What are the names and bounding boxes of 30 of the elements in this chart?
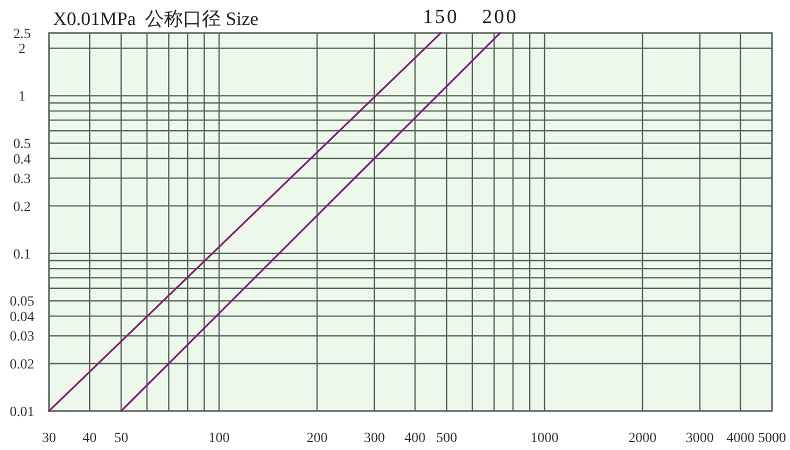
series-label: 150 xyxy=(422,6,459,28)
x-tick-label: 4000 xyxy=(726,431,754,446)
y-axis-title: X0.01MPa xyxy=(53,9,136,30)
x-tick-label: 300 xyxy=(364,431,385,446)
y-tick-label: 0.05 xyxy=(10,294,34,310)
y-tick-label: 2 xyxy=(18,42,26,58)
y-tick-label: 0.04 xyxy=(10,310,34,325)
x-tick-label: 100 xyxy=(208,431,230,446)
y-tick-label: 0.2 xyxy=(13,200,31,215)
x-tick-label: 500 xyxy=(436,431,458,446)
series-label: 200 xyxy=(482,6,518,28)
y-tick-label: 0.02 xyxy=(10,357,34,372)
y-tick-label: 1 xyxy=(18,90,26,105)
y-tick-label: 0.5 xyxy=(13,137,31,152)
x-tick-label: 200 xyxy=(306,431,328,446)
y-tick-label: 0.3 xyxy=(13,172,31,188)
y-tick-label: 0.4 xyxy=(13,152,31,168)
x-tick-label: 40 xyxy=(82,431,97,446)
y-tick-label: 0.03 xyxy=(10,330,34,345)
x-tick-label: 5000 xyxy=(758,431,786,446)
x-tick-label: 30 xyxy=(42,431,56,446)
y-tick-label: 2.5 xyxy=(13,26,31,42)
x-tick-label: 1000 xyxy=(530,431,559,446)
x-tick-label: 3000 xyxy=(686,431,714,446)
x-tick-label: 400 xyxy=(404,431,426,446)
x-tick-label: 2000 xyxy=(628,431,657,446)
x-tick-label: 50 xyxy=(114,431,128,446)
y-tick-label: 0.1 xyxy=(13,247,31,262)
legend-title: 公称口径 Size xyxy=(145,9,258,30)
y-tick-label: 0.01 xyxy=(10,404,34,420)
